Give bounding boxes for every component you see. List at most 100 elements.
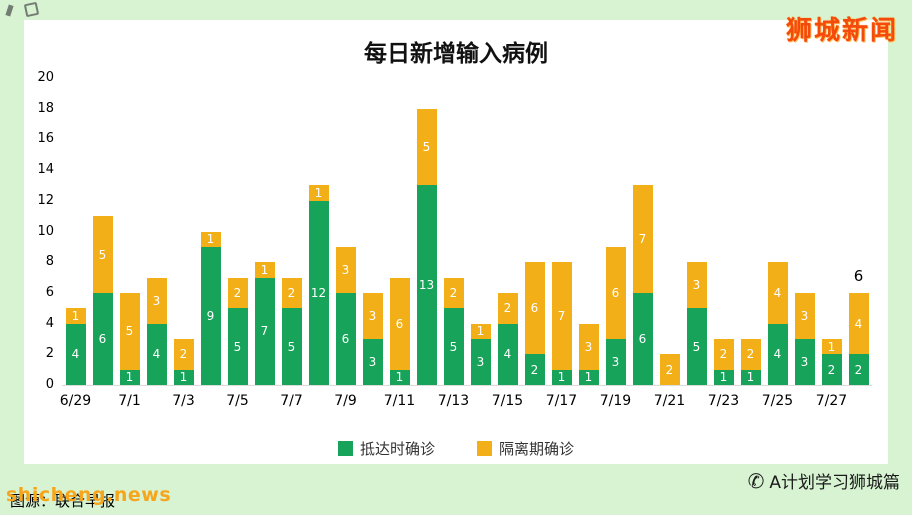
y-tick-label: 18 <box>37 100 54 116</box>
bar-value-label: 3 <box>584 339 593 354</box>
bar-value-label: 6 <box>611 285 620 300</box>
x-tick-label: 7/13 <box>437 393 470 409</box>
bar-value-label: 1 <box>557 370 566 385</box>
bar-value-label: 5 <box>422 140 431 155</box>
bar-segment-arrival: 5 <box>686 308 707 385</box>
bar-segment-quarantine: 2 <box>173 338 194 370</box>
bar-segment-arrival: 1 <box>173 369 194 385</box>
y-tick-label: 14 <box>37 162 54 178</box>
bar-segment-quarantine: 3 <box>362 292 383 339</box>
x-tick-label: 7/11 <box>383 393 416 409</box>
bar-segment-arrival: 1 <box>119 369 140 385</box>
bar-value-label: 2 <box>854 362 863 377</box>
y-tick-label: 8 <box>45 254 54 270</box>
x-tick-label: 7/17 <box>545 393 578 409</box>
legend-item: 抵达时确诊 <box>337 438 435 459</box>
bar-value-label: 4 <box>854 316 863 331</box>
bar-segment-arrival: 1 <box>551 369 572 385</box>
phone-icon: ✆ <box>747 468 765 493</box>
top-left-artifact <box>5 4 14 17</box>
y-axis: 0 2 4 6 8 10 12 14 16 18 20 <box>14 70 54 392</box>
bar-value-label: 1 <box>260 262 269 277</box>
bar-segment-arrival: 3 <box>605 338 626 385</box>
bar-segment-quarantine: 5 <box>92 216 113 293</box>
bar-segment-arrival: 3 <box>470 338 491 385</box>
bar-value-label: 1 <box>179 370 188 385</box>
bar-value-label: 2 <box>449 285 458 300</box>
bar-segment-arrival: 5 <box>227 308 248 385</box>
x-tick-label: 7/27 <box>815 393 848 409</box>
bar-value-label: 4 <box>71 347 80 362</box>
bar-value-label: 3 <box>476 354 485 369</box>
bar-value-label: 6 <box>341 331 350 346</box>
x-tick-label: 7/15 <box>491 393 524 409</box>
x-tick-label: 7/3 <box>172 393 195 409</box>
bar-segment-quarantine: 7 <box>551 262 572 370</box>
bar-value-label: 6 <box>638 331 647 346</box>
bar-segment-arrival: 6 <box>335 292 356 385</box>
bar-segment-arrival: 3 <box>794 338 815 385</box>
bar-value-label: 5 <box>449 339 458 354</box>
bar-segment-quarantine: 2 <box>281 277 302 309</box>
bar-segment-arrival: 4 <box>497 323 518 385</box>
bar-value-label: 2 <box>827 362 836 377</box>
bar-segment-quarantine: 1 <box>200 231 221 247</box>
legend: 抵达时确诊 隔离期确诊 <box>0 438 912 459</box>
bar-segment-quarantine: 2 <box>659 354 680 385</box>
bar-segment-quarantine: 1 <box>470 323 491 339</box>
bar-segment-quarantine: 4 <box>767 262 788 324</box>
chart-card <box>24 20 888 464</box>
bar-value-label: 1 <box>584 370 593 385</box>
x-axis: 6/29 7/1 7/3 7/5 7/7 7/9 7/11 7/13 7/15 7/17 7/19 7… <box>60 393 872 413</box>
bar-segment-arrival: 6 <box>92 292 113 385</box>
bar-value-label: 1 <box>71 308 80 323</box>
x-tick-label: 7/1 <box>118 393 141 409</box>
bar-value-label: 1 <box>314 186 323 201</box>
bar-segment-quarantine: 1 <box>65 308 86 324</box>
bar-segment-quarantine: 1 <box>821 338 842 355</box>
legend-label: 抵达时确诊 <box>359 440 435 458</box>
site-url-watermark: shicheng.news <box>6 484 172 506</box>
bar-value-label: 2 <box>719 347 728 362</box>
y-tick-label: 2 <box>45 346 54 362</box>
bar-value-label: 2 <box>746 347 755 362</box>
legend-swatch <box>337 441 353 456</box>
stacked-bar: 5 13 <box>416 78 437 385</box>
bar-value-label: 1 <box>746 370 755 385</box>
bar-value-label: 3 <box>368 354 377 369</box>
bar-segment-quarantine: 3 <box>146 277 167 324</box>
y-tick-label: 20 <box>37 70 54 85</box>
top-left-artifact <box>23 1 40 18</box>
bar-value-label: 3 <box>611 354 620 369</box>
bar-segment-quarantine: 2 <box>740 338 761 370</box>
x-tick-label: 7/9 <box>334 393 357 409</box>
x-tick-label: 7/7 <box>280 393 303 409</box>
bar-segment-quarantine: 6 <box>389 277 410 370</box>
bar-segment-arrival: 4 <box>767 323 788 385</box>
legend-label: 隔离期确诊 <box>499 440 575 458</box>
bar-segment-arrival: 1 <box>578 369 599 385</box>
bar-value-label: 1 <box>476 324 485 339</box>
bar-value-label: 3 <box>341 262 350 277</box>
x-tick-label: 7/25 <box>761 393 794 409</box>
bar-segment-arrival: 12 <box>308 200 329 385</box>
y-tick-label: 10 <box>37 223 54 239</box>
bar-value-label: 7 <box>260 324 269 339</box>
bar-segment-quarantine: 3 <box>686 262 707 309</box>
bar-value-label: 6 <box>98 331 107 346</box>
account-name: A计划学习狮城篇 <box>769 473 900 493</box>
shicheng-news-stamp-watermark: 狮城新闻 <box>785 16 898 46</box>
bar-segment-arrival: 2 <box>848 354 869 385</box>
